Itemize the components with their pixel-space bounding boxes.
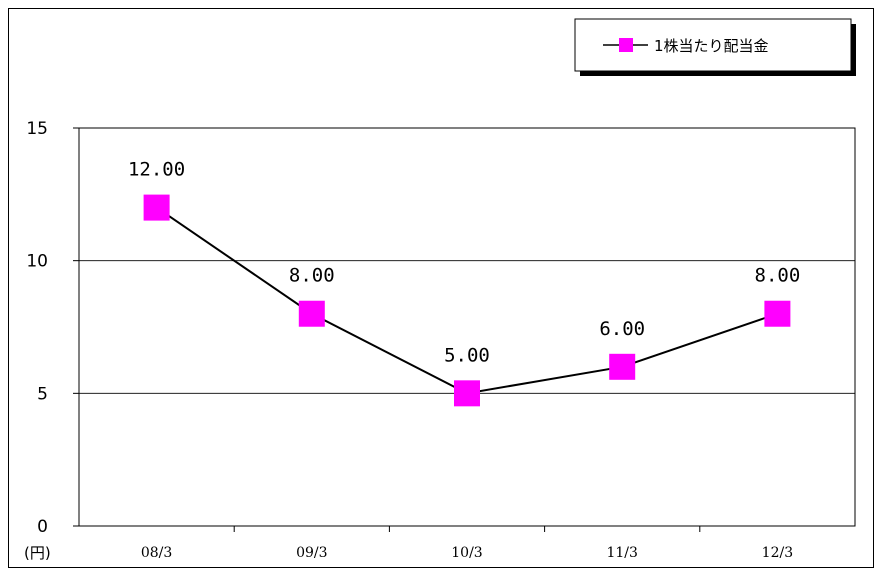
x-axis: 08/3 09/3 10/3 11/3 12/3 [141, 526, 793, 561]
legend: 1株当たり配当金 [574, 18, 856, 76]
y-tick-label: 5 [37, 384, 48, 404]
y-axis: 0 5 10 15 [26, 119, 79, 537]
data-point-marker [609, 353, 636, 380]
data-label: 12.00 [128, 159, 185, 181]
legend-series-label: 1株当たり配当金 [654, 37, 769, 55]
legend-marker [619, 38, 633, 52]
data-point-marker [454, 380, 480, 407]
x-tick-label: 09/3 [296, 545, 327, 561]
data-point-marker [764, 300, 791, 327]
x-tick-label: 08/3 [141, 545, 172, 561]
y-unit-label: (円) [24, 544, 51, 562]
series-layer: 12.00 8.00 5.00 6.00 8.00 [128, 159, 800, 407]
x-tick-label: 10/3 [451, 545, 482, 561]
plot-border [78, 127, 856, 527]
data-label: 8.00 [755, 265, 801, 287]
x-tick-label: 11/3 [606, 545, 637, 561]
y-tick-label: 0 [37, 517, 48, 537]
y-tick-label: 10 [26, 252, 48, 272]
chart-frame [8, 8, 874, 568]
data-point-marker [298, 300, 325, 327]
data-label: 6.00 [599, 318, 645, 340]
x-tick-label: 12/3 [762, 545, 793, 561]
data-label: 8.00 [289, 265, 335, 287]
y-tick-label: 15 [26, 119, 48, 139]
data-point-marker [143, 194, 170, 221]
data-label: 5.00 [444, 344, 490, 366]
